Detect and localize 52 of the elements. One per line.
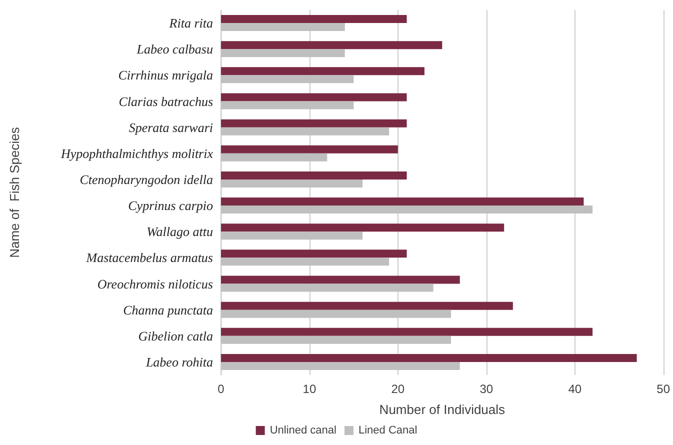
bar bbox=[221, 23, 345, 32]
bar bbox=[221, 101, 354, 110]
y-tick-label: Labeo calbasu bbox=[136, 42, 214, 57]
bar bbox=[221, 250, 407, 258]
bar bbox=[221, 336, 452, 344]
bar bbox=[221, 310, 452, 318]
legend-label: Unlined canal bbox=[270, 424, 336, 436]
bar bbox=[221, 302, 513, 310]
bar bbox=[221, 171, 407, 180]
y-tick-label: Oreochromis niloticus bbox=[97, 276, 213, 292]
bar bbox=[221, 15, 407, 24]
bar bbox=[221, 362, 460, 370]
bar bbox=[221, 328, 593, 336]
x-tick-label: 30 bbox=[480, 382, 494, 396]
bar bbox=[221, 119, 407, 128]
y-tick-label: Clarias batrachus bbox=[118, 94, 213, 109]
y-tick-label: Rita rita bbox=[168, 16, 214, 31]
bar bbox=[221, 224, 504, 232]
bar bbox=[221, 75, 354, 84]
bar bbox=[221, 153, 328, 162]
x-tick-label: 50 bbox=[656, 382, 670, 396]
bar bbox=[221, 284, 434, 292]
y-tick-label: Wallago attu bbox=[146, 224, 214, 240]
bar bbox=[221, 198, 584, 206]
y-tick-label: Sperata sarwari bbox=[128, 120, 214, 135]
x-tick-label: 20 bbox=[391, 382, 405, 396]
y-tick-label: Gibelion catla bbox=[138, 328, 214, 344]
bar bbox=[221, 206, 593, 214]
bar bbox=[221, 93, 407, 102]
bar bbox=[221, 232, 363, 240]
y-tick-label: Mastacembelus armatus bbox=[85, 250, 213, 266]
bar bbox=[221, 258, 390, 266]
bar bbox=[221, 67, 424, 76]
bar bbox=[221, 276, 460, 284]
x-tick-label: 40 bbox=[568, 382, 582, 396]
bar bbox=[221, 127, 390, 136]
bar bbox=[221, 41, 442, 50]
y-tick-label: Ctenopharyngodon idella bbox=[80, 172, 214, 187]
bar bbox=[221, 179, 363, 188]
y-tick-label: Cirrhinus mrigala bbox=[118, 68, 214, 83]
bar bbox=[221, 49, 345, 58]
legend-label: Lined Canal bbox=[358, 424, 418, 436]
bar bbox=[221, 354, 637, 362]
y-tick-label: Cyprinus carpio bbox=[128, 198, 214, 214]
y-tick-label: Hypophthalmichthys molitrix bbox=[60, 146, 214, 161]
bar bbox=[221, 145, 398, 154]
x-tick-label: 10 bbox=[302, 382, 316, 396]
x-tick-label: 0 bbox=[218, 382, 225, 396]
y-axis-title: Name of Fish Species bbox=[7, 126, 22, 258]
y-tick-label: Channa punctata bbox=[123, 302, 214, 318]
y-tick-label: Labeo rohita bbox=[144, 354, 214, 370]
x-axis-title: Number of Individuals bbox=[379, 402, 506, 417]
